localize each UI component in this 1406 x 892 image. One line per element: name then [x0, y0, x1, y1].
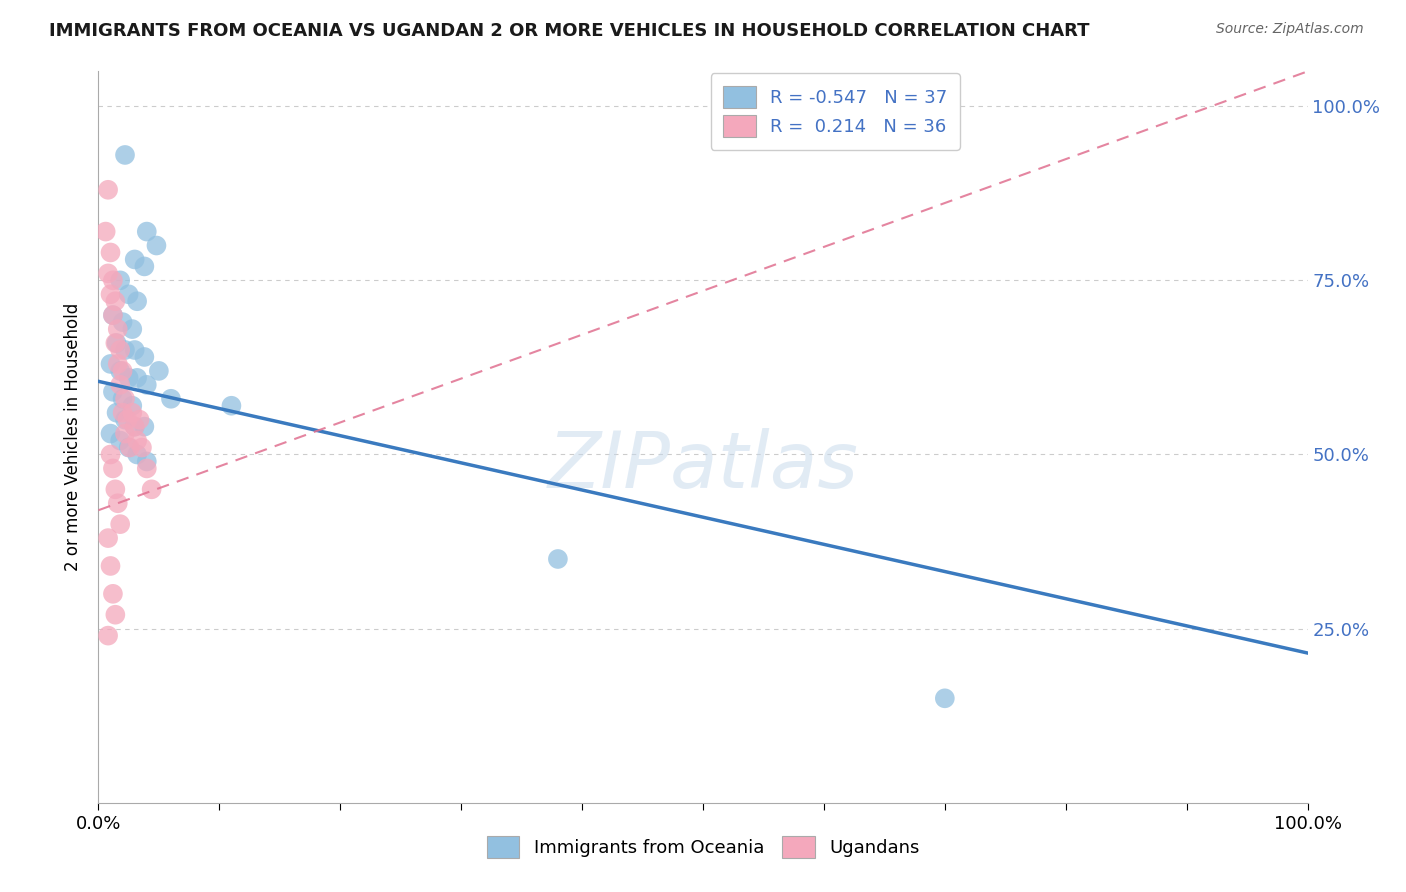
Point	[100, 357, 122, 371]
Point	[97, 531, 120, 545]
Point	[107, 496, 129, 510]
Point	[135, 461, 157, 475]
Point	[135, 454, 157, 468]
Point	[160, 392, 183, 406]
Point	[114, 343, 136, 357]
Text: Source: ZipAtlas.com: Source: ZipAtlas.com	[1216, 22, 1364, 37]
Point	[107, 322, 129, 336]
Point	[108, 364, 131, 378]
Text: IMMIGRANTS FROM OCEANIA VS UGANDAN 2 OR MORE VEHICLES IN HOUSEHOLD CORRELATION C: IMMIGRANTS FROM OCEANIA VS UGANDAN 2 OR …	[49, 22, 1090, 40]
Point	[148, 364, 170, 378]
Point	[105, 406, 128, 420]
Point	[111, 364, 134, 378]
Point	[124, 419, 146, 434]
Point	[145, 238, 167, 252]
Point	[104, 607, 127, 622]
Point	[134, 350, 156, 364]
Point	[124, 343, 146, 357]
Point	[101, 273, 124, 287]
Point	[221, 399, 243, 413]
Point	[111, 392, 134, 406]
Point	[124, 252, 146, 267]
Point	[124, 419, 146, 434]
Point	[141, 483, 163, 497]
Point	[108, 434, 131, 448]
Point	[135, 377, 157, 392]
Point	[101, 461, 124, 475]
Y-axis label: 2 or more Vehicles in Household: 2 or more Vehicles in Household	[65, 303, 83, 571]
Point	[97, 266, 120, 280]
Point	[101, 384, 124, 399]
Point	[134, 419, 156, 434]
Point	[134, 260, 156, 274]
Point	[104, 294, 127, 309]
Point	[108, 517, 131, 532]
Point	[100, 558, 122, 573]
Point	[107, 357, 129, 371]
Point	[135, 225, 157, 239]
Point	[118, 441, 141, 455]
Point	[100, 245, 122, 260]
Point	[108, 343, 131, 357]
Point	[121, 399, 143, 413]
Legend: Immigrants from Oceania, Ugandans: Immigrants from Oceania, Ugandans	[478, 827, 928, 867]
Point	[100, 287, 122, 301]
Text: ZIPatlas: ZIPatlas	[547, 428, 859, 504]
Point	[101, 587, 124, 601]
Point	[101, 308, 124, 322]
Point	[101, 308, 124, 322]
Point	[127, 371, 149, 385]
Point	[118, 441, 141, 455]
Point	[114, 426, 136, 441]
Point	[111, 406, 134, 420]
Point	[117, 412, 139, 426]
Point	[111, 315, 134, 329]
Point	[100, 426, 122, 441]
Point	[127, 434, 149, 448]
Point	[104, 336, 127, 351]
Point	[934, 691, 956, 706]
Point	[131, 441, 153, 455]
Point	[108, 377, 131, 392]
Point	[127, 294, 149, 309]
Point	[114, 412, 136, 426]
Point	[97, 629, 120, 643]
Point	[100, 448, 122, 462]
Point	[105, 336, 128, 351]
Point	[128, 412, 150, 426]
Point	[547, 552, 569, 566]
Point	[104, 483, 127, 497]
Point	[127, 448, 149, 462]
Point	[94, 225, 117, 239]
Point	[114, 392, 136, 406]
Point	[121, 322, 143, 336]
Point	[121, 406, 143, 420]
Point	[118, 371, 141, 385]
Point	[108, 273, 131, 287]
Point	[97, 183, 120, 197]
Point	[118, 287, 141, 301]
Point	[114, 148, 136, 162]
